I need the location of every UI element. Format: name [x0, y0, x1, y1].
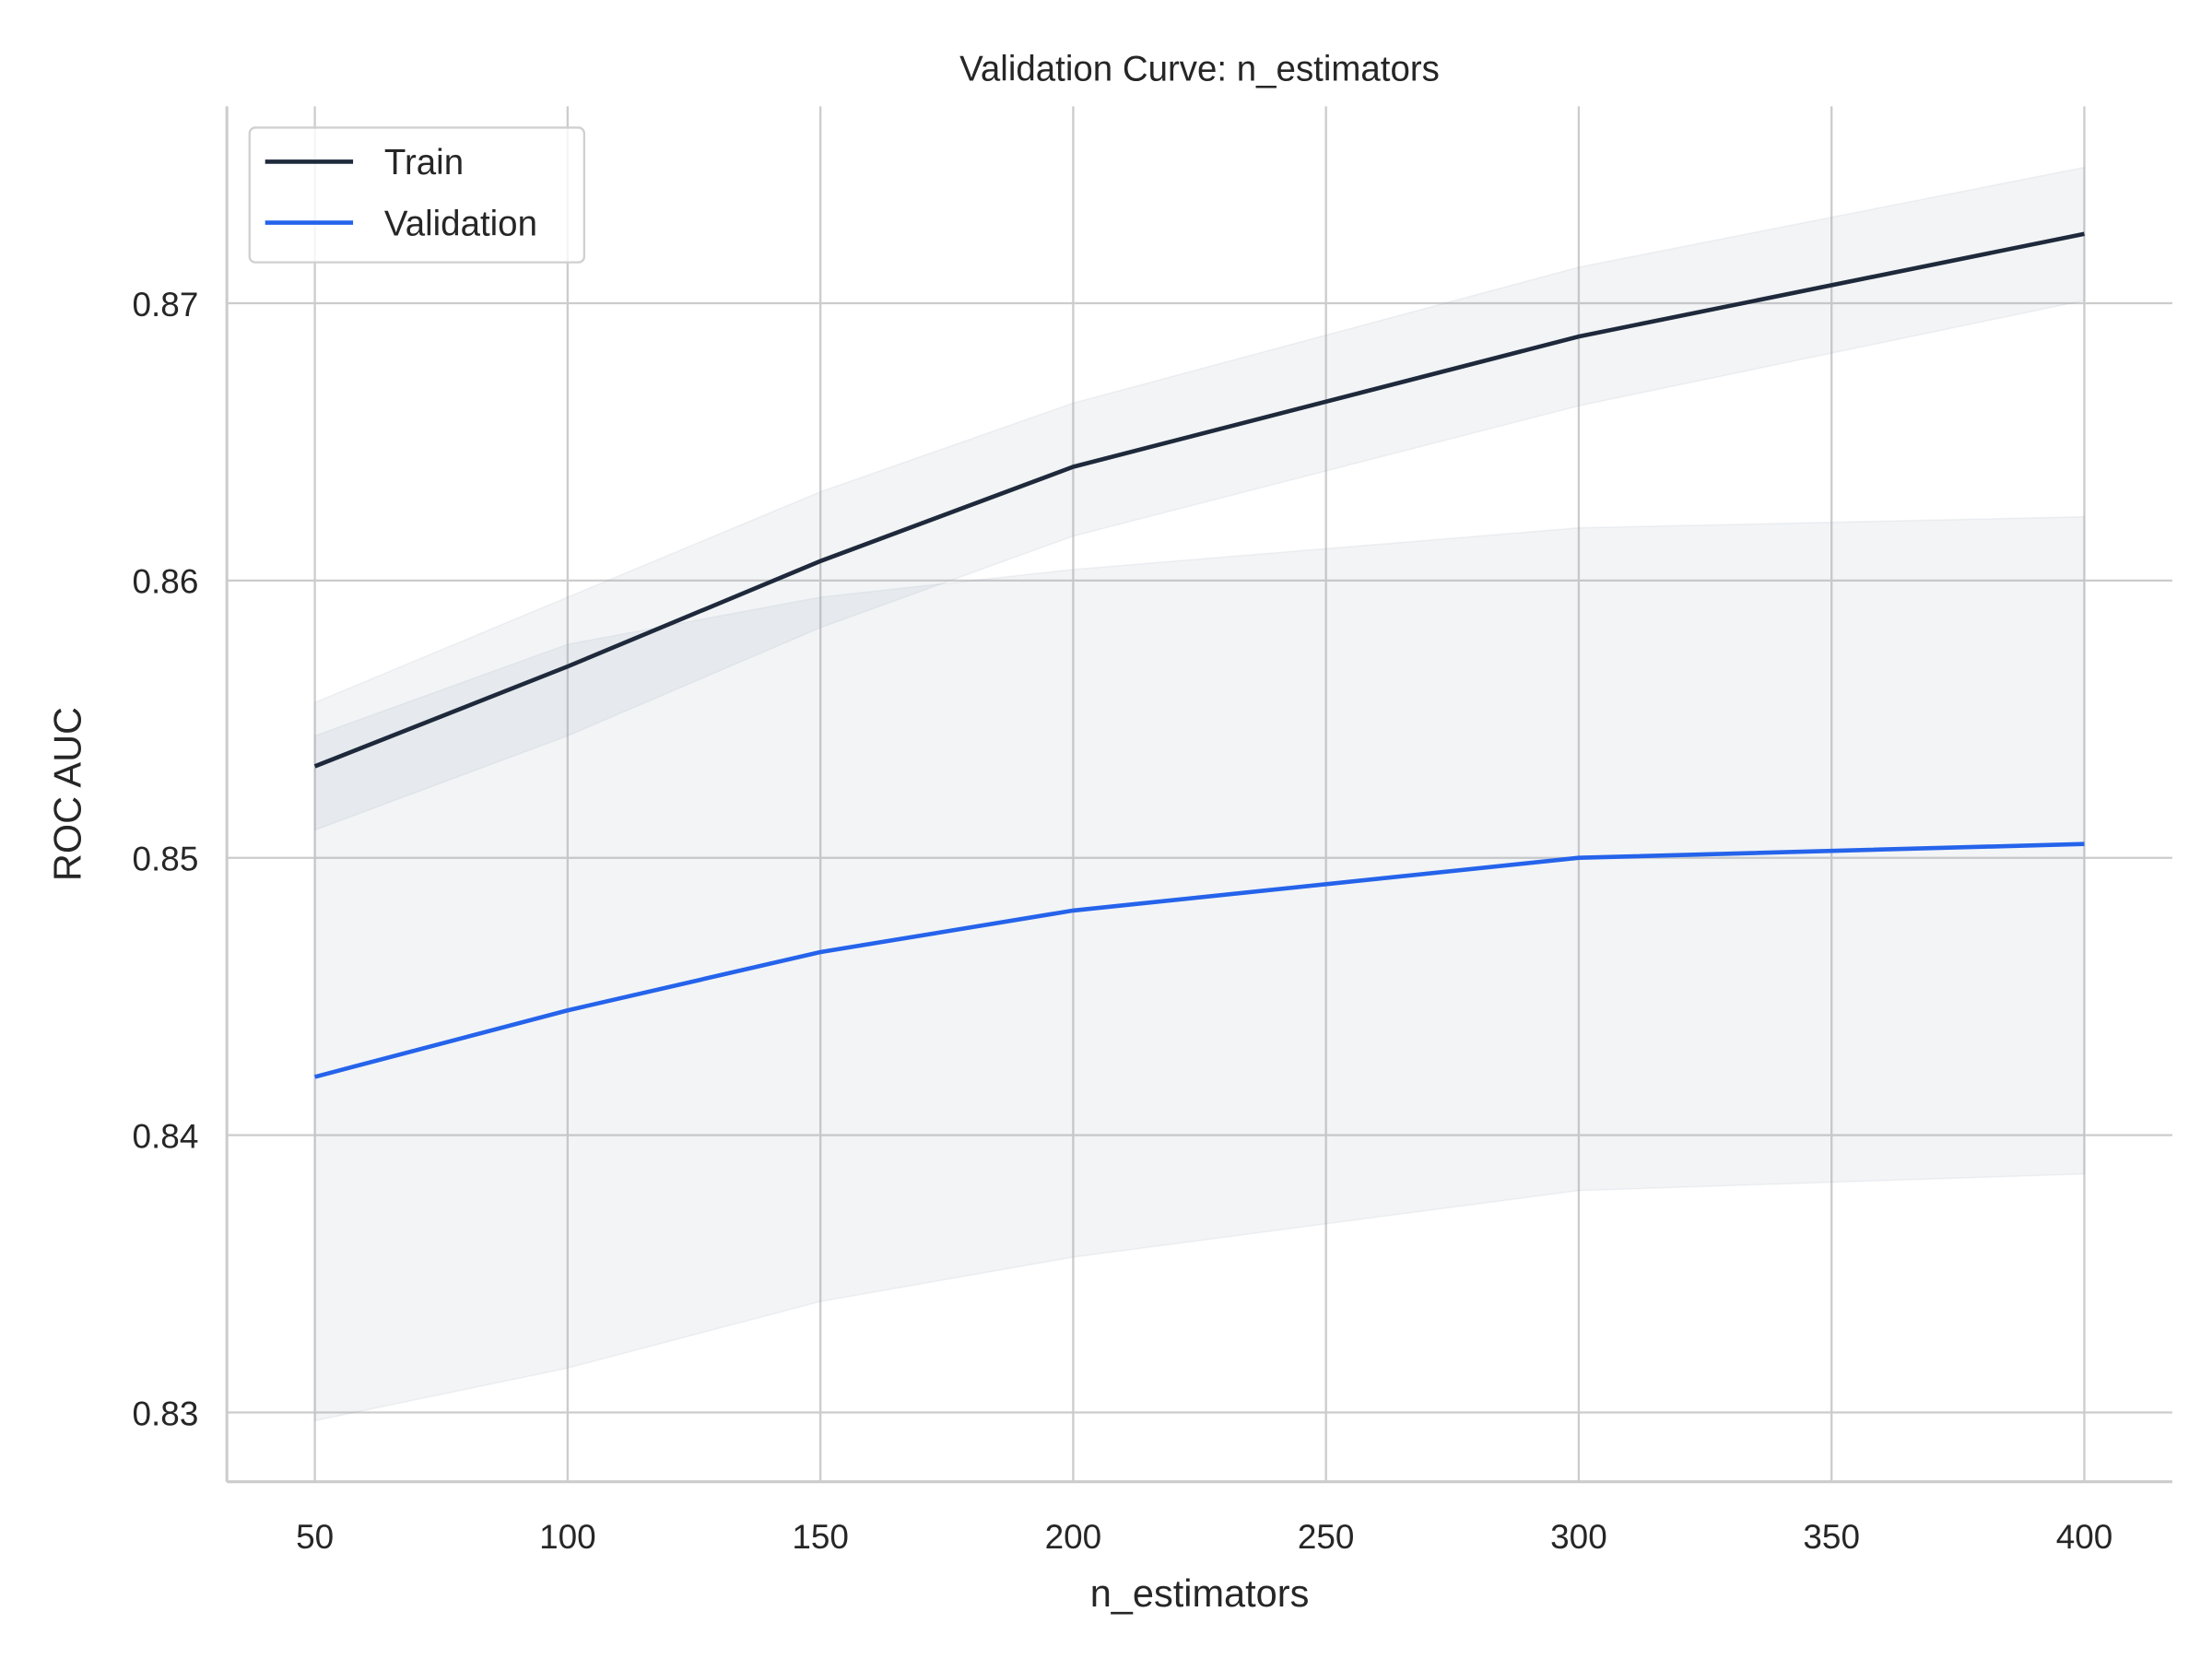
line-validation: [314, 841, 2085, 1079]
y-axis-label: ROC AUC: [46, 707, 89, 881]
x-axis-label: n_estimators: [1090, 1571, 1310, 1615]
y-tick-label: 0.86: [133, 563, 199, 601]
y-tick-label: 0.83: [133, 1394, 199, 1432]
confidence-bands: [313, 166, 2086, 1422]
legend: Train Validation: [248, 126, 585, 264]
x-tick-label: 250: [1298, 1518, 1355, 1556]
x-tick-label: 200: [1045, 1518, 1102, 1556]
legend-label-train: Train: [384, 143, 464, 182]
x-tick-label: 50: [296, 1518, 334, 1556]
chart-title: Validation Curve: n_estimators: [959, 50, 1440, 89]
y-tick-label: 0.85: [133, 841, 199, 878]
axes-spines: [225, 106, 2172, 1484]
x-tick-label: 300: [1550, 1518, 1607, 1556]
x-tick-label: 100: [539, 1518, 596, 1556]
band-train: [313, 166, 2086, 831]
y-tick-labels: 0.83 0.84 0.85 0.86 0.87: [133, 286, 199, 1432]
line-train: [313, 231, 2085, 769]
y-tick-label: 0.87: [133, 286, 199, 324]
x-tick-label: 350: [1803, 1518, 1860, 1556]
x-tick-label: 150: [792, 1518, 849, 1556]
series-lines: [313, 231, 2085, 1079]
x-tick-label: 400: [2056, 1518, 2113, 1556]
y-tick-label: 0.84: [133, 1117, 199, 1155]
band-validation: [313, 515, 2086, 1422]
legend-label-validation: Validation: [384, 204, 537, 243]
x-tick-labels: 50 100 150 200 250 300 350 400: [296, 1518, 2112, 1556]
